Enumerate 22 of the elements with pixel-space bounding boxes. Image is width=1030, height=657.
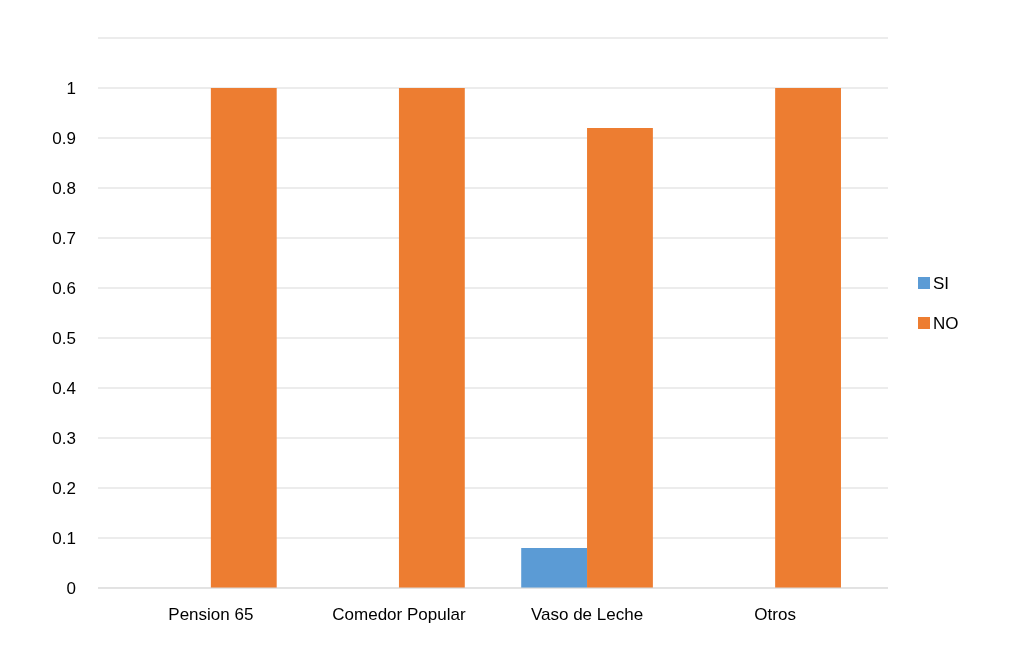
bar (775, 88, 841, 588)
y-tick-label: 0.2 (52, 478, 76, 498)
x-tick-label: Otros (754, 605, 796, 624)
y-tick-label: 1 (66, 78, 76, 98)
bar (521, 548, 588, 588)
bar (210, 88, 277, 588)
y-tick-label: 0.7 (52, 228, 76, 248)
y-tick-label: 0 (66, 578, 76, 598)
y-tick-label: 0.5 (52, 328, 76, 348)
bar (398, 88, 465, 588)
x-tick-label: Vaso de Leche (530, 605, 644, 624)
bar (587, 128, 653, 588)
x-tick-label: Pension 65 (168, 605, 254, 624)
y-tick-label: 0.6 (52, 278, 76, 298)
y-tick-label: 0.3 (52, 428, 76, 448)
y-tick-label: 0.9 (52, 128, 76, 148)
y-tick-label: 0.1 (52, 528, 76, 548)
legend-label: NO (933, 313, 959, 333)
legend-label: SI (933, 273, 950, 293)
x-tick-label: Comedor Popular (332, 605, 466, 624)
y-tick-label: 0.8 (52, 178, 76, 198)
y-tick-label: 0.4 (52, 378, 76, 398)
